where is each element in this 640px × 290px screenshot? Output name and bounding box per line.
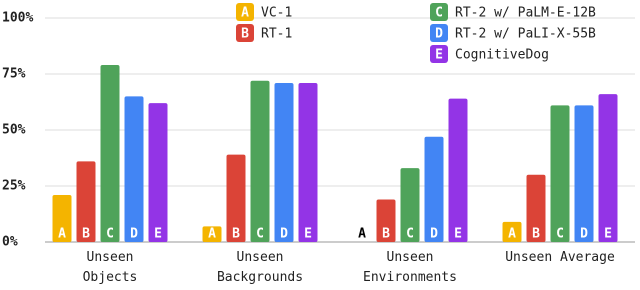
bar-letter: B (382, 227, 390, 242)
x-tick-label: Unseen Environments (363, 250, 457, 285)
x-tick-label: Unseen Backgrounds (216, 250, 304, 285)
bar-letter: D (130, 227, 138, 242)
legend-swatch (430, 24, 448, 42)
legend-letter: E (435, 48, 443, 63)
legend-swatch (430, 45, 448, 63)
bar (76, 161, 96, 242)
y-tick-label: 50% (2, 123, 26, 138)
legend-letter: C (435, 6, 443, 21)
y-tick-label: 75% (2, 67, 26, 82)
bar-letter: B (82, 227, 90, 242)
legend-letter: B (241, 27, 249, 42)
bar (124, 96, 144, 243)
bar (202, 226, 222, 242)
bar-letter: D (280, 227, 288, 242)
bar (226, 154, 246, 242)
bar-letter: D (430, 227, 438, 242)
x-tick-label: Unseen Average (505, 250, 615, 265)
bar (574, 105, 594, 242)
legend-letter: D (435, 27, 443, 42)
bar-letter: A (208, 227, 216, 242)
bar-letter: A (358, 227, 366, 242)
bar-letter: A (508, 227, 516, 242)
bar (298, 82, 318, 243)
bar-letter: E (454, 227, 462, 242)
legend-label: RT-2 w/ PaLM-E-12B (455, 6, 596, 21)
bar-letter: B (232, 227, 240, 242)
legend-label: CognitiveDog (455, 48, 549, 63)
bar-letter: C (556, 227, 564, 242)
bar-letter: B (532, 227, 540, 242)
bar (448, 98, 468, 242)
bar-letter: E (604, 227, 612, 242)
legend-swatch (236, 24, 254, 42)
bar (100, 65, 120, 242)
legend-swatch (236, 3, 254, 21)
bar-letter: E (154, 227, 162, 242)
legend-label: VC-1 (261, 6, 292, 21)
legend-label: RT-1 (261, 27, 292, 42)
bar (250, 80, 270, 242)
bar-letter: E (304, 227, 312, 242)
legend-label: RT-2 w/ PaLI-X-55B (455, 27, 596, 42)
bar (502, 221, 522, 242)
bar-letter: C (256, 227, 264, 242)
bar (598, 94, 618, 242)
bar (550, 105, 570, 242)
bar (274, 82, 294, 243)
bar (52, 194, 72, 242)
bar-letter: C (406, 227, 414, 242)
y-tick-label: 0% (2, 235, 18, 250)
bar (424, 136, 444, 242)
bar-letter: D (580, 227, 588, 242)
y-tick-label: 25% (2, 179, 26, 194)
bar (526, 174, 546, 242)
bar (376, 199, 396, 242)
legend-swatch (430, 3, 448, 21)
legend-letter: A (241, 6, 249, 21)
y-tick-label: 100% (2, 11, 33, 26)
bar (400, 168, 420, 242)
x-tick-label: Unseen Objects (82, 250, 138, 285)
bar (148, 103, 168, 243)
bar-letter: A (58, 227, 66, 242)
bar-letter: C (106, 227, 114, 242)
